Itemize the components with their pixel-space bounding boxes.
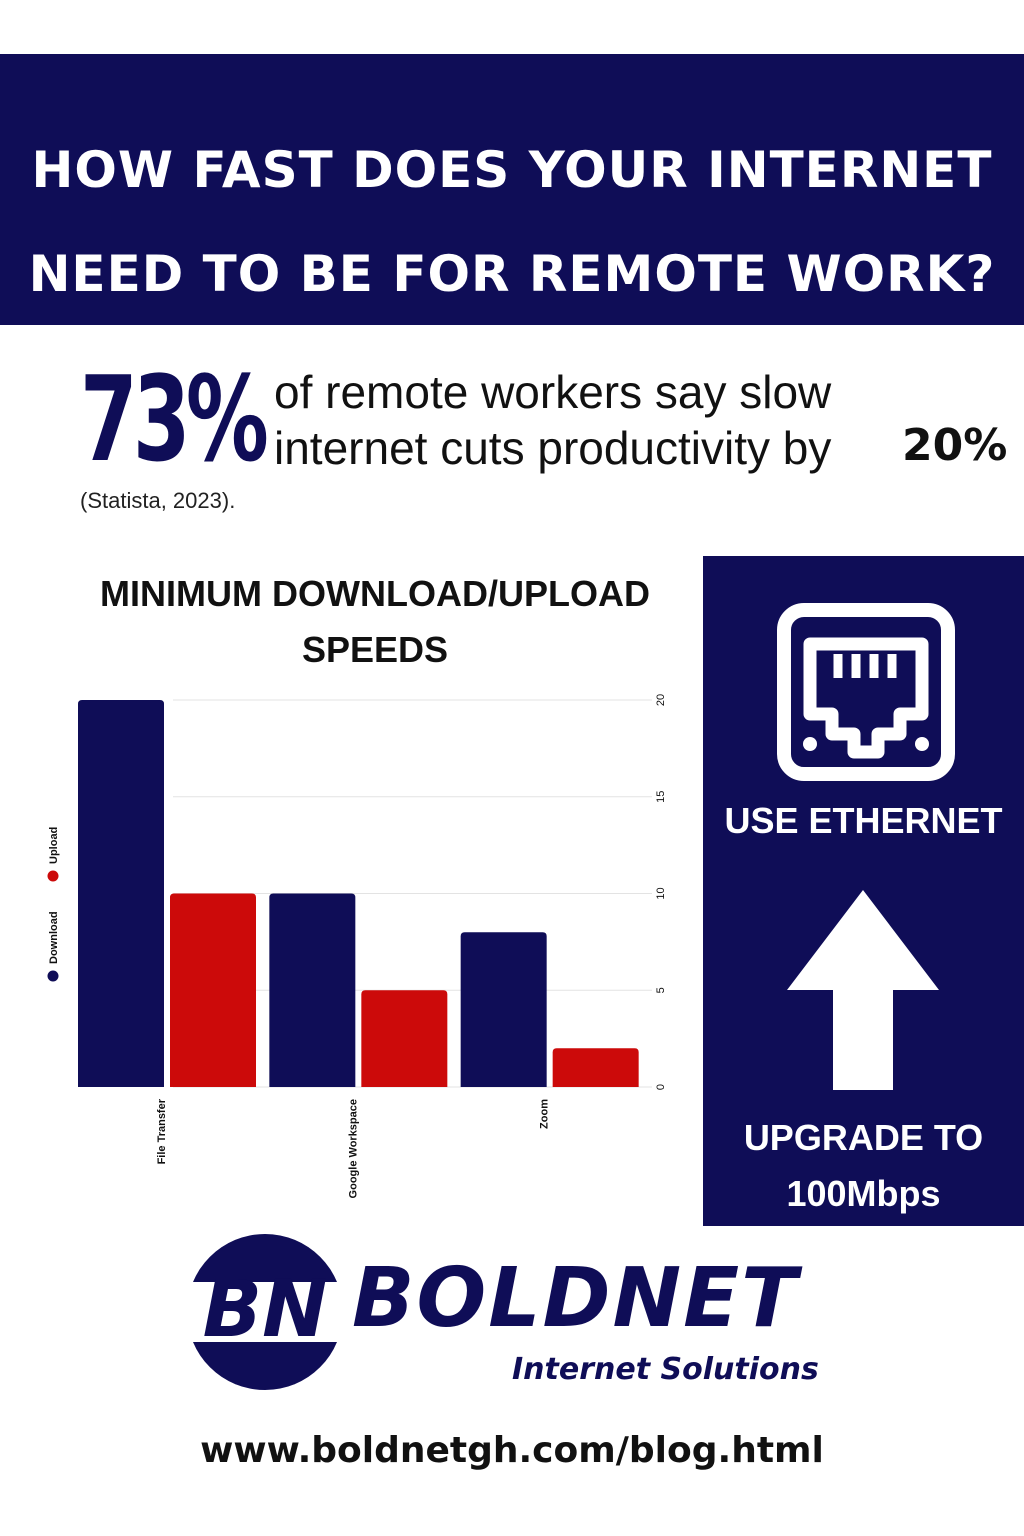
title-line-2: NEED TO BE FOR REMOTE WORK? bbox=[28, 245, 996, 303]
chart-title: MINIMUM DOWNLOAD/UPLOAD SPEEDS bbox=[100, 573, 650, 670]
use-ethernet-label: USE ETHERNET bbox=[724, 800, 1003, 841]
arrow-up-icon bbox=[787, 890, 939, 1090]
legend-marker-upload bbox=[47, 870, 59, 882]
bar-upload-file-transfer bbox=[170, 893, 256, 1087]
stat-line-1: of remote workers say slow bbox=[274, 366, 832, 418]
bar-upload-google-workspace bbox=[361, 990, 448, 1087]
x-tick-label: File Transfer bbox=[156, 1098, 168, 1164]
upgrade-line-1: UPGRADE TO bbox=[743, 1117, 984, 1158]
title-line-1: HOW FAST DOES YOUR INTERNET bbox=[31, 141, 993, 199]
stat-productivity-percent: 20% bbox=[902, 420, 1008, 471]
bar-upload-zoom bbox=[552, 1048, 639, 1087]
stat-source: (Statista, 2023). bbox=[80, 488, 236, 513]
x-tick-label: Google Workspace bbox=[347, 1099, 359, 1198]
stat-line-2: internet cuts productivity by bbox=[274, 422, 832, 474]
legend-label-download: Download bbox=[48, 911, 60, 964]
upgrade-label: UPGRADE TO 100Mbps bbox=[703, 1110, 1024, 1222]
page-title: HOW FAST DOES YOUR INTERNET NEED TO BE F… bbox=[0, 118, 1024, 326]
upgrade-line-2: 100Mbps bbox=[786, 1173, 941, 1214]
title-banner: HOW FAST DOES YOUR INTERNET NEED TO BE F… bbox=[0, 54, 1024, 325]
tips-panel: USE ETHERNET UPGRADE TO 100Mbps bbox=[703, 556, 1024, 1226]
bar-chart: 0 5 10 15 20 File Transfer Google Workspace Zoo… bbox=[47, 694, 667, 1198]
bar-download-google-workspace bbox=[269, 893, 356, 1087]
logo-letters: BN bbox=[203, 1265, 328, 1355]
bar-download-zoom bbox=[460, 932, 547, 1087]
y-tick-label: 5 bbox=[655, 987, 667, 993]
y-tick-label: 20 bbox=[655, 694, 667, 706]
brand-name: BOLDNET bbox=[352, 1251, 800, 1346]
legend-marker-download bbox=[47, 970, 59, 982]
y-tick-label: 15 bbox=[655, 791, 667, 803]
brand-tagline: Internet Solutions bbox=[512, 1352, 819, 1387]
boldnet-logo-icon: BN bbox=[180, 1234, 350, 1390]
bar-download-file-transfer bbox=[78, 700, 164, 1087]
y-tick-label: 0 bbox=[655, 1084, 667, 1090]
stat-text: of remote workers say slow internet cuts… bbox=[274, 364, 831, 476]
legend-label-upload: Upload bbox=[48, 827, 60, 864]
y-tick-label: 10 bbox=[655, 887, 667, 899]
stat-percentage: 73% bbox=[80, 350, 269, 488]
ethernet-port-icon bbox=[777, 603, 955, 781]
x-tick-label: Zoom bbox=[539, 1099, 551, 1129]
website-url: www.boldnetgh.com/blog.html bbox=[200, 1430, 824, 1471]
